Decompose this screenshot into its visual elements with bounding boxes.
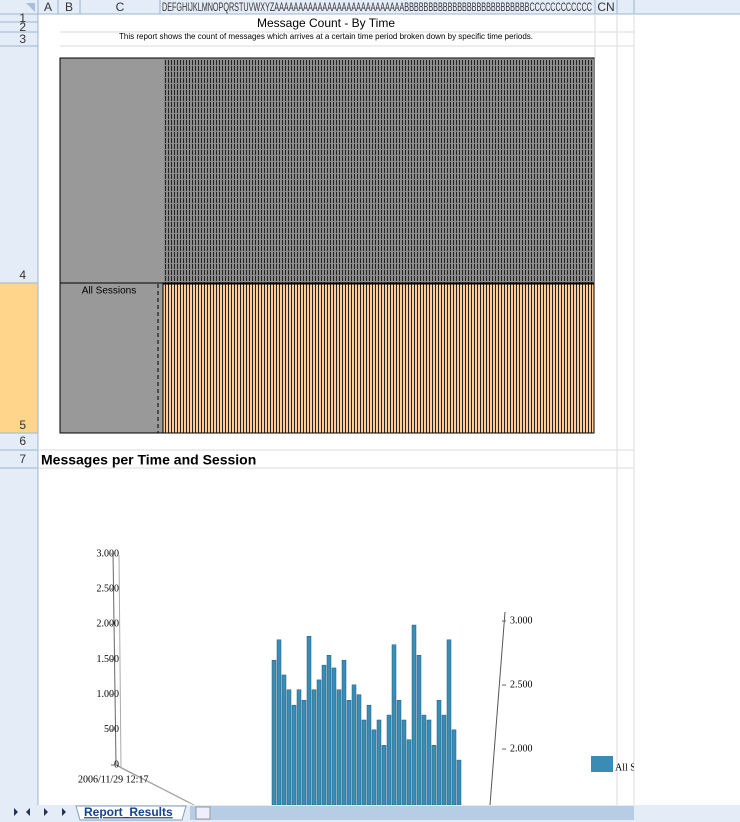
bar [281,674,287,805]
y-tick-label: 3.000 [97,548,120,559]
y-tick-label: 1.000 [97,689,120,700]
y-tick-label: 2.500 [97,583,120,594]
bar [431,745,437,805]
bar [301,700,307,805]
row-header: 2 [19,20,26,34]
bar [341,659,347,805]
bar [371,729,377,805]
bar [426,719,432,805]
y2-tick-label: 3.000 [510,615,533,626]
row-header: 6 [19,434,26,448]
bar [456,759,462,805]
legend-label: All Sessions [615,762,665,773]
y2-tick-label: 2.500 [510,679,533,690]
bar [451,729,457,805]
bar [291,704,297,805]
row-label: All Sessions [82,286,136,297]
bar [286,689,292,805]
row-header-selected [0,283,38,433]
bar [421,714,427,805]
bar [311,689,317,805]
bar [361,719,367,805]
category-label: 2006/11/29 12:17 [78,774,148,785]
column-header: C [116,0,125,14]
column-header: CN [597,0,614,14]
legend-swatch [591,756,613,772]
chart-title: Messages per Time and Session [41,452,256,468]
select-all[interactable] [26,3,35,12]
report-title: Message Count - By Time [257,16,395,30]
bar [391,644,397,805]
chart: 2006/11/29 12:17 All Sessions 3.000 2.500… [78,548,665,805]
bar [366,704,372,805]
bar [446,639,452,805]
bar [346,700,352,805]
column-header: B [65,0,73,14]
scrollbar[interactable] [190,806,634,820]
bar [441,714,447,805]
bar [386,714,392,805]
new-sheet[interactable] [195,806,211,820]
row-header: 4 [19,268,26,282]
bar [306,636,312,805]
column-header-bar [0,0,740,14]
y-tick-label: 2.000 [97,619,120,630]
bar [296,689,302,805]
bar [321,664,327,805]
tab-nav[interactable] [14,808,66,816]
bar [326,655,332,805]
bar [436,700,442,805]
sheet-tab[interactable] [75,805,187,821]
bar [276,639,282,805]
bar [411,624,417,805]
axis [112,550,191,804]
column-headers-dense [164,59,594,283]
bar [336,689,342,805]
row-header: 5 [19,418,26,432]
column-header: DEFGHIJKLMNOPQRSTUVWXYZAAAAAAAAAAAAAAAAA… [162,0,592,14]
bar [406,739,412,805]
bar [401,719,407,805]
y-tick-label: 1.500 [97,654,120,665]
bar [316,679,322,805]
bar [271,659,277,805]
bar [396,700,402,805]
bar [331,667,337,805]
bar [351,684,357,805]
axis [118,554,196,805]
y-tick-label: 0 [114,759,119,770]
cell-gridlines [38,14,635,805]
bar [356,694,362,805]
report-subtitle: This report shows the count of messages … [119,32,533,41]
bar [416,655,422,805]
row-header: 7 [19,452,26,466]
bar [381,745,387,805]
row-header: 1 [19,11,26,25]
row-header: 3 [19,32,26,46]
bar [376,719,382,805]
data-cells [162,283,595,434]
axis [489,611,506,805]
sheet-tab-label[interactable]: Report_Results [84,805,173,819]
y2-tick-label: 2.000 [510,743,533,754]
column-header: A [44,0,52,14]
